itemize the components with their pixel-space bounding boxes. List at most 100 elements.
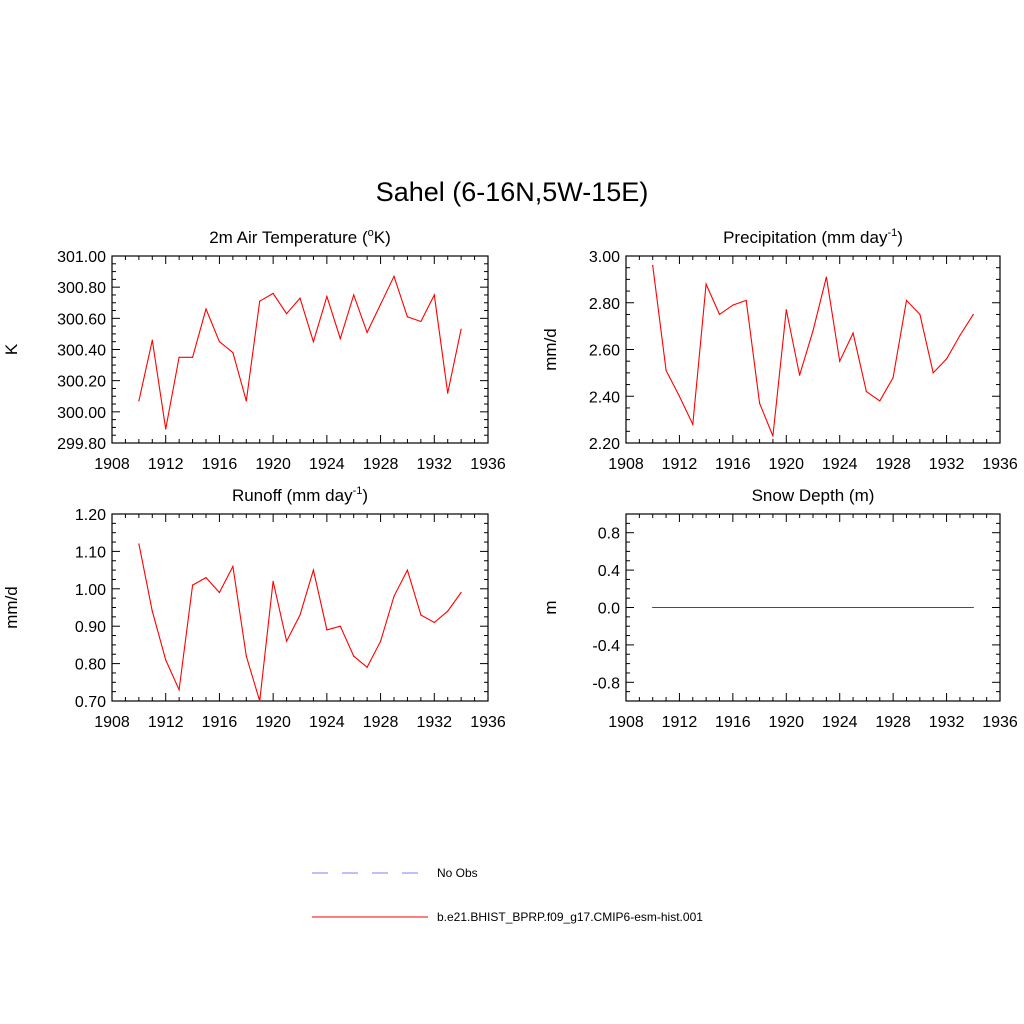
air-temperature-xtick-label: 1920 (255, 456, 291, 473)
snow-depth-xtick-label: 1924 (822, 714, 858, 731)
precipitation-data-point (812, 330, 814, 332)
air-temperature-xtick-label: 1916 (202, 456, 238, 473)
air-temperature-xtick-label: 1928 (363, 456, 399, 473)
legend-label-no-obs: No Obs (437, 866, 478, 880)
precipitation-data-point (745, 299, 747, 302)
precipitation-xtick-label: 1916 (715, 456, 751, 473)
runoff-data-point (285, 640, 288, 642)
precipitation-xtick-label: 1912 (662, 456, 698, 473)
precipitation-data-point (892, 376, 894, 379)
air-temperature-data-point (151, 339, 153, 341)
runoff-data-point (366, 666, 368, 668)
precipitation-data-point (758, 402, 761, 404)
precipitation-ytick-label: 2.60 (589, 343, 620, 360)
air-temperature-data-point (312, 341, 315, 343)
precipitation-title: Precipitation (mm day-1) (723, 227, 903, 247)
precipitation-xtick-label: 1920 (768, 456, 804, 473)
precipitation-data-point (785, 309, 787, 311)
runoff-xtick-label: 1932 (416, 714, 452, 731)
precipitation-data-point (705, 283, 707, 285)
precipitation-ytick-label: 3.00 (589, 249, 620, 266)
snow-depth-xtick-label: 1936 (982, 714, 1018, 731)
air-temperature-data-point (406, 316, 409, 318)
runoff-data-point (460, 591, 462, 594)
runoff-data-point (205, 576, 207, 579)
precipitation-xtick-label: 1908 (608, 456, 644, 473)
air-temperature-data-point (272, 292, 274, 294)
runoff-xtick-label: 1916 (202, 714, 238, 731)
precipitation-plot-frame (625, 255, 1001, 444)
panel-runoff: Runoff (mm day-1) mm/d 1908 1912 1916 1920 192… (2, 485, 506, 731)
air-temperature-data-point (326, 295, 328, 298)
air-temperature-xtick-label: 1924 (309, 456, 345, 473)
precipitation-data-point (799, 374, 801, 376)
runoff-ytick-label: 1.10 (75, 544, 106, 561)
precipitation-xtick-label: 1936 (982, 456, 1018, 473)
runoff-xtick-label: 1928 (363, 714, 399, 731)
runoff-data-point (178, 689, 180, 691)
runoff-data-point (326, 629, 328, 631)
snow-depth-xtick-label: 1916 (715, 714, 751, 731)
panel-snow-depth: Snow Depth (m) m 1908 1912 1916 1920 1924 1928 1… (541, 486, 1018, 731)
legend-label-model-run: b.e21.BHIST_BPRP.f09_g17.CMIP6-esm-hist.… (437, 910, 703, 924)
air-temperature-xtick-label: 1908 (94, 456, 130, 473)
runoff-data-point (272, 580, 274, 582)
runoff-data-point (165, 659, 167, 661)
panel-precipitation: Precipitation (mm day-1) mm/d 1908 1912 1916… (541, 227, 1018, 473)
air-temperature-data-point (447, 392, 449, 394)
runoff-data-point (232, 565, 234, 567)
runoff-data-point (151, 610, 153, 612)
air-temperature-data-point (285, 313, 288, 315)
runoff-data-point (259, 700, 261, 702)
air-temperature-ytick-label: 299.80 (57, 436, 106, 453)
runoff-xtick-label: 1920 (255, 714, 291, 731)
snow-depth-ylabel: m (541, 600, 560, 614)
runoff-ytick-label: 1.00 (75, 582, 106, 599)
air-temperature-ytick-label: 300.20 (57, 374, 106, 391)
runoff-data-point (218, 591, 221, 594)
precipitation-data-point (732, 304, 734, 306)
air-temperature-data-point (433, 294, 435, 296)
air-temperature-ytick-label: 300.40 (57, 343, 106, 360)
air-temperature-data-point (393, 275, 395, 277)
runoff-plot-frame (111, 513, 489, 702)
air-temperature-ytick-label: 301.00 (57, 249, 106, 266)
runoff-ytick-label: 0.70 (75, 694, 106, 711)
air-temperature-data-point (205, 308, 207, 310)
precipitation-data-point (905, 299, 908, 302)
precipitation-data-point (839, 360, 841, 362)
runoff-data-point (312, 569, 315, 571)
precipitation-data-point (919, 313, 921, 316)
runoff-data-point (191, 584, 194, 586)
snow-depth-xtick-label: 1912 (662, 714, 698, 731)
air-temperature-series-line (138, 274, 462, 430)
precipitation-data-point (772, 435, 774, 437)
snow-depth-xtick-label: 1908 (608, 714, 644, 731)
runoff-xtick-label: 1936 (470, 714, 506, 731)
runoff-ytick-label: 0.80 (75, 657, 106, 674)
air-temperature-data-point (420, 320, 422, 323)
snow-depth-xtick-label: 1920 (768, 714, 804, 731)
runoff-ytick-label: 0.90 (75, 619, 106, 636)
snow-depth-xtick-label: 1932 (929, 714, 965, 731)
runoff-ytick-label: 1.20 (75, 507, 106, 524)
runoff-data-point (299, 614, 301, 616)
runoff-data-point (353, 655, 355, 657)
air-temperature-data-point (460, 328, 462, 330)
runoff-data-point (447, 610, 449, 612)
precipitation-data-point (932, 372, 934, 374)
precipitation-data-point (718, 313, 721, 316)
runoff-data-point (406, 569, 409, 571)
runoff-data-point (339, 625, 341, 627)
air-temperature-ytick-label: 300.80 (57, 280, 106, 297)
runoff-xtick-label: 1908 (94, 714, 130, 731)
runoff-data-point (379, 640, 382, 642)
precipitation-data-point (945, 358, 948, 360)
air-temperature-xtick-label: 1932 (416, 456, 452, 473)
air-temperature-ytick-label: 300.00 (57, 405, 106, 422)
snow-depth-ytick-label: -0.4 (592, 638, 620, 655)
snow-depth-xtick-label: 1928 (875, 714, 911, 731)
precipitation-xtick-label: 1924 (822, 456, 858, 473)
precipitation-data-point (692, 423, 694, 425)
